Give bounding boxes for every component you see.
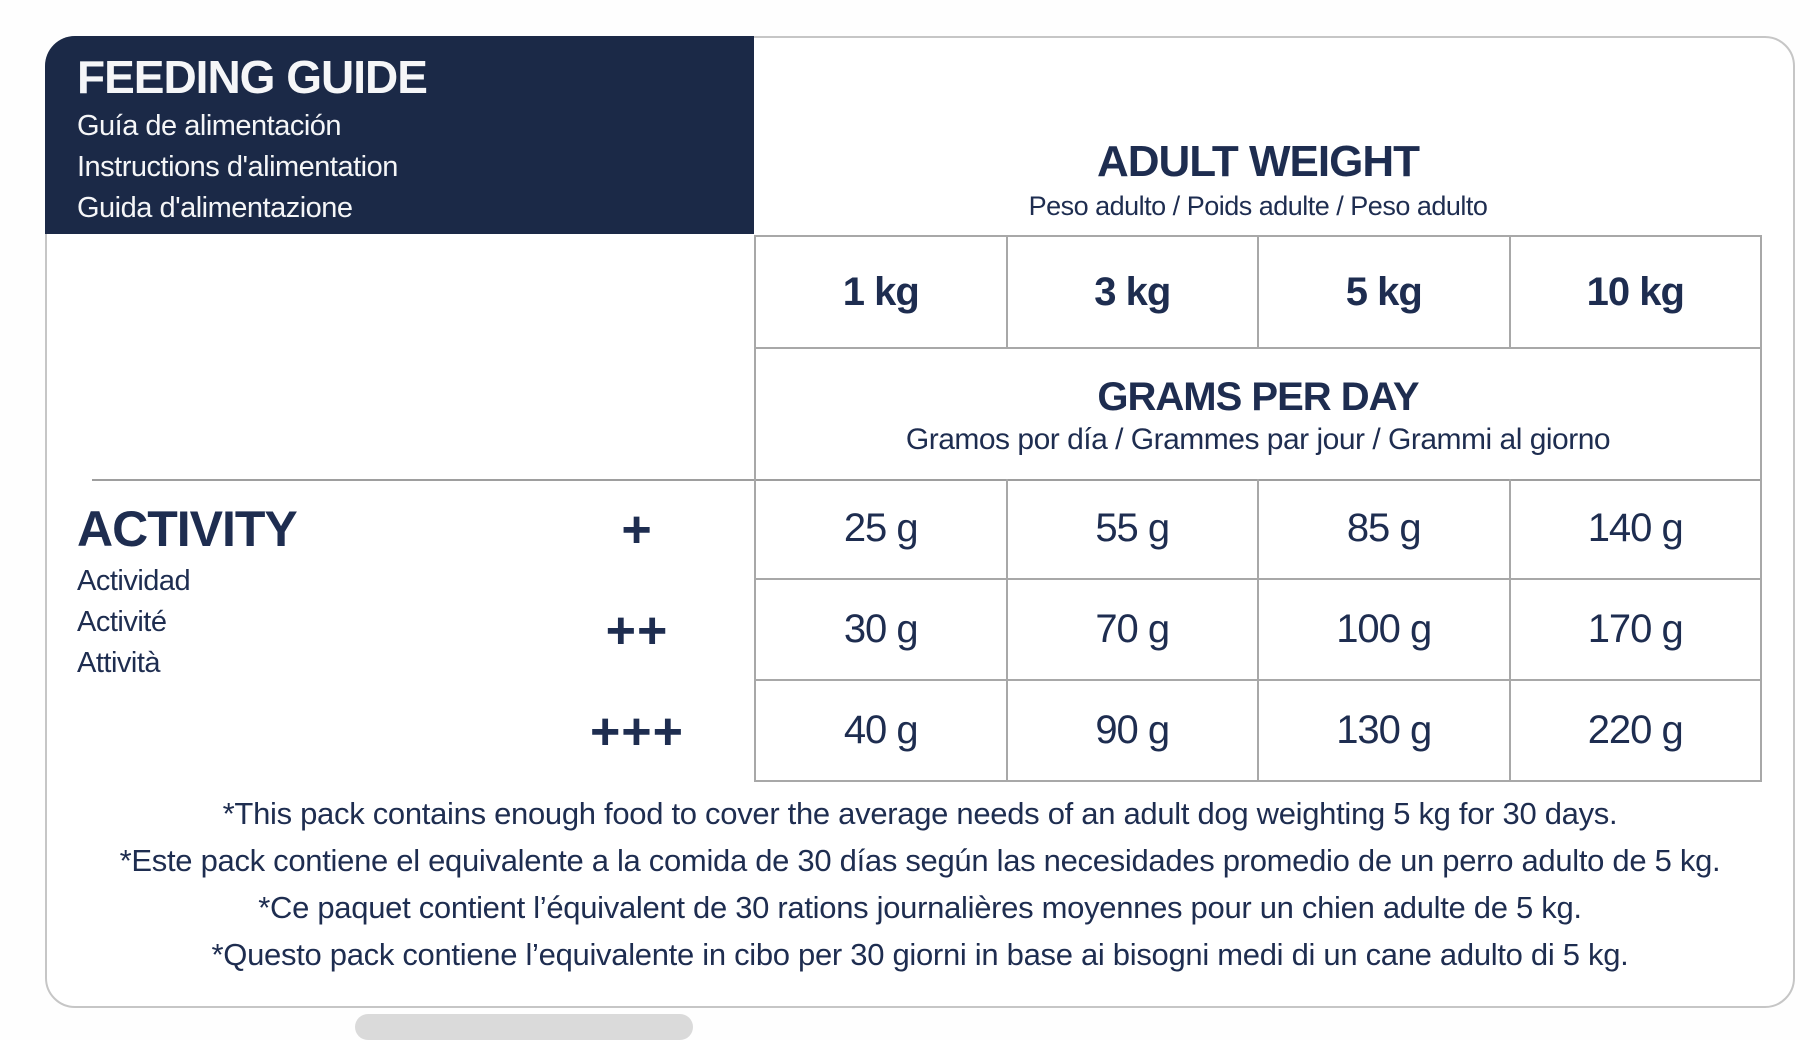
grams-cell-r1c3: 85 g (1259, 479, 1511, 580)
feeding-table-grid: 25 g 55 g 85 g 140 g 30 g 70 g 100 g 170… (754, 479, 1762, 782)
activity-levels-column: + ++ +++ (547, 479, 727, 782)
adult-weight-header: ADULT WEIGHT Peso adulto / Poids adulte … (754, 38, 1762, 234)
activity-subtitle-es: Actividad (77, 565, 191, 597)
grams-cell-r1c4: 140 g (1510, 479, 1762, 580)
footnote-fr: *Ce paquet contient l’équivalent de 30 r… (258, 890, 1582, 925)
grams-cell-r2c3: 100 g (1259, 580, 1511, 681)
grams-cell-r1c2: 55 g (1007, 479, 1259, 580)
weight-header-5kg: 5 kg (1259, 237, 1511, 347)
footnote-es: *Este pack contiene el equivalente a la … (119, 843, 1721, 878)
footnotes-block: *This pack contains enough food to cover… (87, 790, 1753, 978)
feeding-guide-title: FEEDING GUIDE (77, 51, 428, 103)
grams-cell-r1c1: 25 g (756, 479, 1008, 580)
weight-header-10kg: 10 kg (1586, 269, 1685, 314)
weight-header-3kg: 3 kg (1008, 237, 1259, 347)
feeding-guide-subtitle-es: Guía de alimentación (77, 109, 342, 142)
grams-per-day-subtitle: Gramos por día / Grammes par jour / Gram… (905, 423, 1611, 456)
activity-level-high-symbol: +++ (589, 702, 685, 761)
grams-cell-r3c3: 130 g (1259, 681, 1511, 782)
activity-divider-rule (92, 479, 1762, 481)
weight-header-1kg: 1 kg (756, 237, 1008, 347)
weight-header-row: 1 kg 3 kg 5 kg 10 kg (754, 235, 1762, 349)
grams-per-day-title: GRAMS PER DAY (1097, 375, 1419, 419)
feeding-guide-card: FEEDING GUIDE Guía de alimentación Instr… (45, 36, 1795, 1008)
grams-cell-r3c1: 40 g (756, 681, 1008, 782)
grams-per-day-header: GRAMS PER DAY Gramos por día / Grammes p… (754, 349, 1762, 479)
grams-cell-r2c1: 30 g (756, 580, 1008, 681)
feeding-guide-subtitle-it: Guida d'alimentazione (77, 191, 353, 224)
activity-level-low-symbol: + (621, 500, 653, 559)
bottom-gray-bar (355, 1014, 693, 1040)
adult-weight-subtitle: Peso adulto / Poids adulte / Peso adulto (1028, 191, 1488, 221)
activity-subtitle-fr: Activité (77, 606, 167, 638)
grams-cell-r2c4: 170 g (1510, 580, 1762, 681)
grams-cell-r3c4: 220 g (1510, 681, 1762, 782)
activity-subtitle-it: Attività (77, 647, 161, 679)
activity-label-block: ACTIVITY Actividad Activité Attività (77, 500, 537, 681)
feeding-guide-header-panel: FEEDING GUIDE Guía de alimentación Instr… (45, 36, 754, 234)
footnote-it: *Questo pack contiene l’equivalente in c… (211, 937, 1629, 972)
adult-weight-title: ADULT WEIGHT (1096, 137, 1420, 186)
footnote-en: *This pack contains enough food to cover… (222, 796, 1618, 831)
feeding-guide-subtitle-fr: Instructions d'alimentation (77, 150, 398, 183)
grams-cell-r3c2: 90 g (1007, 681, 1259, 782)
activity-title: ACTIVITY (77, 501, 298, 557)
grams-cell-r2c2: 70 g (1007, 580, 1259, 681)
activity-level-medium-symbol: ++ (605, 601, 669, 660)
